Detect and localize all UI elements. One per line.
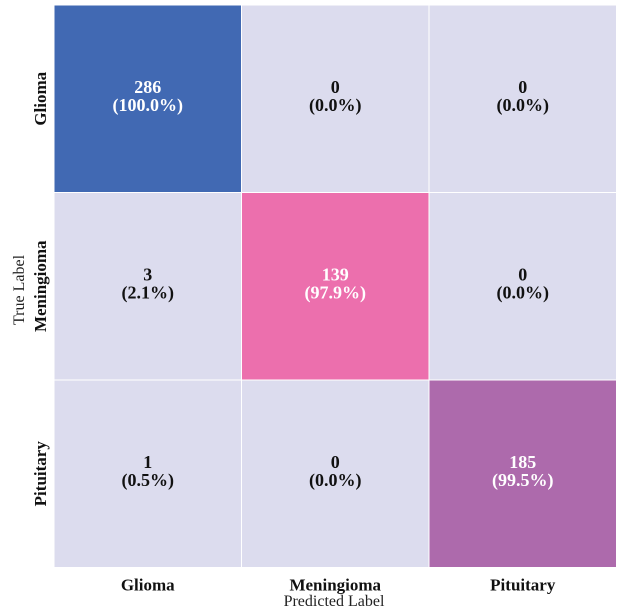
x-axis-label: Predicted Label [284, 593, 385, 610]
cell-meningioma-meningioma [241, 192, 430, 381]
cell-percent-label: (0.5%) [122, 470, 175, 491]
x-tick-meningioma: Meningioma [289, 576, 381, 595]
cell-count-label: 0 [331, 452, 340, 472]
y-tick-labels: Glioma Meningioma Pituitary [31, 71, 50, 506]
cell-percent-label: (0.0%) [309, 470, 362, 491]
cell-pituitary-pituitary [428, 379, 617, 568]
cell-pituitary-glioma [53, 379, 242, 568]
matrix-cells [53, 4, 617, 568]
cell-pituitary-meningioma [241, 379, 430, 568]
cell-percent-label: (2.1%) [122, 282, 175, 303]
cell-count-label: 3 [143, 264, 152, 284]
cell-percent-label: (0.0%) [497, 95, 550, 116]
cell-percent-label: (99.5%) [492, 470, 554, 491]
y-axis-label: True Label [11, 254, 28, 325]
cell-count-label: 0 [518, 77, 527, 97]
x-tick-glioma: Glioma [121, 576, 175, 595]
cell-glioma-glioma [53, 4, 242, 193]
cell-glioma-meningioma [241, 4, 430, 193]
x-tick-pituitary: Pituitary [490, 576, 556, 595]
y-tick-meningioma: Meningioma [31, 240, 50, 332]
cell-percent-label: (0.0%) [497, 282, 550, 303]
y-tick-glioma: Glioma [31, 71, 50, 125]
y-tick-pituitary: Pituitary [31, 441, 50, 507]
cell-meningioma-pituitary [428, 192, 617, 381]
cell-count-label: 0 [518, 264, 527, 284]
cell-percent-label: (100.0%) [113, 95, 184, 116]
x-tick-labels: Glioma Meningioma Pituitary [121, 576, 556, 595]
cell-percent-label: (0.0%) [309, 95, 362, 116]
cell-labels: 286(100.0%)0(0.0%)0(0.0%)3(2.1%)139(97.9… [113, 77, 554, 491]
cell-count-label: 0 [331, 77, 340, 97]
cell-count-label: 1 [143, 452, 152, 472]
cell-percent-label: (97.9%) [305, 282, 367, 303]
cell-count-label: 139 [322, 264, 349, 284]
cell-count-label: 185 [509, 452, 536, 472]
cell-glioma-pituitary [428, 4, 617, 193]
cell-meningioma-glioma [53, 192, 242, 381]
cell-count-label: 286 [134, 77, 161, 97]
